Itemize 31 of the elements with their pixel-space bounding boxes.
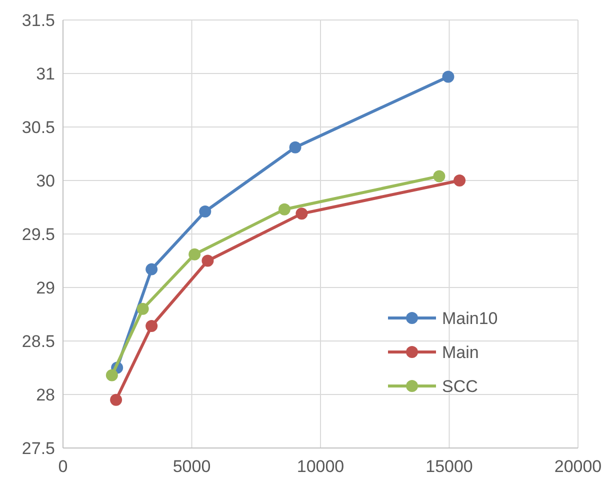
y-tick-label: 28 [36,385,55,404]
x-tick-label: 0 [58,457,68,476]
y-tick-label: 30.5 [22,118,55,137]
y-tick-label: 29.5 [22,224,55,244]
y-tick-label: 31 [36,64,55,84]
y-tick-label: 28.5 [22,332,55,351]
point [202,254,214,267]
point [296,208,308,220]
point [106,369,118,382]
y-tick-label: 27.5 [22,438,55,458]
point [454,174,466,186]
x-tick-label: 10000 [296,457,344,476]
point [146,263,158,276]
point [433,170,446,182]
point [136,302,149,315]
point [278,203,290,216]
legend-label: Main10 [442,309,498,328]
point [146,320,158,332]
x-tick-label: 5000 [172,457,211,476]
point [188,248,201,260]
y-tick-label: 29 [36,278,55,298]
point [289,141,302,154]
point [199,206,212,218]
y-tick-label: 31.5 [22,10,55,30]
legend-label: Main [442,343,479,362]
point [110,394,122,406]
x-tick-label: 15000 [426,457,473,476]
point [442,70,454,83]
y-tick-label: 30 [36,171,55,190]
legend-label: SCC [442,377,478,396]
x-tick-label: 20000 [554,457,602,476]
